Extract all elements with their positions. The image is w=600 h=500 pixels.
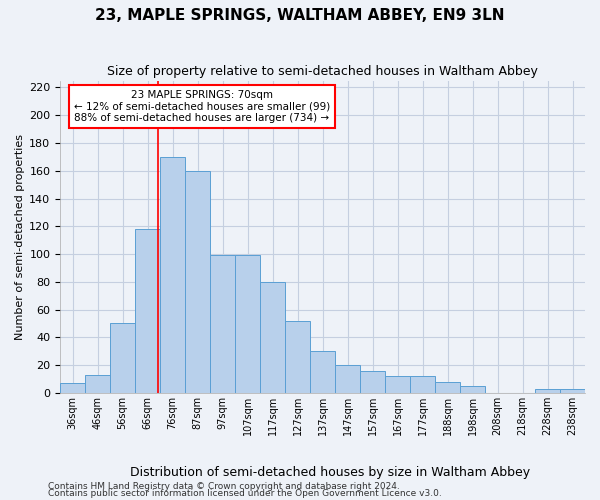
Bar — [310, 351, 335, 393]
Text: Contains public sector information licensed under the Open Government Licence v3: Contains public sector information licen… — [48, 490, 442, 498]
Bar — [60, 383, 85, 393]
Title: Size of property relative to semi-detached houses in Waltham Abbey: Size of property relative to semi-detach… — [107, 65, 538, 78]
Bar — [210, 256, 235, 393]
Bar — [335, 365, 360, 393]
Text: 23 MAPLE SPRINGS: 70sqm
← 12% of semi-detached houses are smaller (99)
88% of se: 23 MAPLE SPRINGS: 70sqm ← 12% of semi-de… — [74, 90, 330, 123]
Bar — [160, 157, 185, 393]
Text: 23, MAPLE SPRINGS, WALTHAM ABBEY, EN9 3LN: 23, MAPLE SPRINGS, WALTHAM ABBEY, EN9 3L… — [95, 8, 505, 22]
Bar — [235, 256, 260, 393]
Bar — [285, 320, 310, 393]
Bar — [560, 388, 585, 393]
Y-axis label: Number of semi-detached properties: Number of semi-detached properties — [15, 134, 25, 340]
Bar — [85, 375, 110, 393]
Bar — [135, 229, 160, 393]
Bar — [260, 282, 285, 393]
Bar — [185, 171, 210, 393]
Bar — [435, 382, 460, 393]
Bar — [360, 370, 385, 393]
Bar — [410, 376, 435, 393]
Text: Distribution of semi-detached houses by size in Waltham Abbey: Distribution of semi-detached houses by … — [130, 466, 530, 479]
Bar — [385, 376, 410, 393]
Bar — [460, 386, 485, 393]
Text: Contains HM Land Registry data © Crown copyright and database right 2024.: Contains HM Land Registry data © Crown c… — [48, 482, 400, 491]
Bar — [110, 324, 135, 393]
Bar — [535, 388, 560, 393]
